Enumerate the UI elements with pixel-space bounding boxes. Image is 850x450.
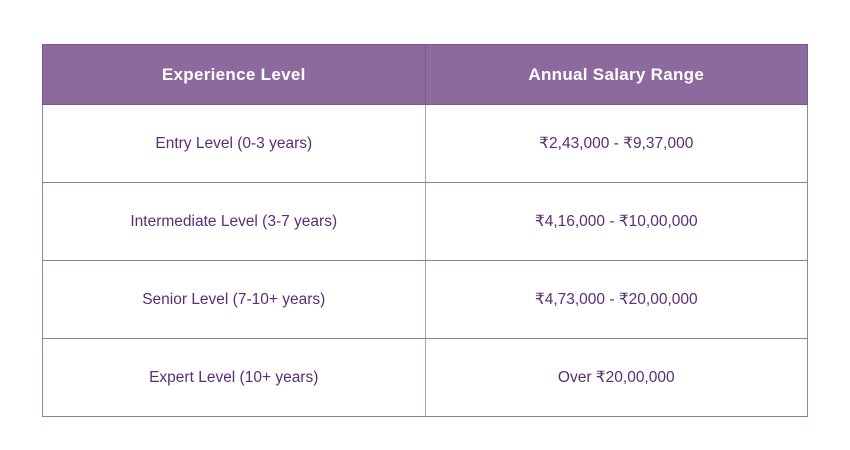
salary-range-cell: ₹2,43,000 - ₹9,37,000 xyxy=(424,104,808,183)
table-row: Expert Level (10+ years) Over ₹20,00,000 xyxy=(42,338,808,417)
table-row: Senior Level (7-10+ years) ₹4,73,000 - ₹2… xyxy=(42,260,808,339)
table-header: Experience Level Annual Salary Range xyxy=(42,44,808,105)
salary-range-cell: ₹4,73,000 - ₹20,00,000 xyxy=(424,260,808,339)
experience-level-cell: Senior Level (7-10+ years) xyxy=(42,260,426,339)
table-row: Entry Level (0-3 years) ₹2,43,000 - ₹9,37… xyxy=(42,104,808,183)
salary-range-cell: Over ₹20,00,000 xyxy=(424,338,808,417)
experience-level-cell: Intermediate Level (3-7 years) xyxy=(42,182,426,261)
table-row: Intermediate Level (3-7 years) ₹4,16,000 … xyxy=(42,182,808,261)
salary-table: Experience Level Annual Salary Range Ent… xyxy=(42,44,808,417)
header-row: Experience Level Annual Salary Range xyxy=(42,44,808,105)
experience-level-cell: Entry Level (0-3 years) xyxy=(42,104,426,183)
experience-level-cell: Expert Level (10+ years) xyxy=(42,338,426,417)
annual-salary-range-header: Annual Salary Range xyxy=(424,44,808,105)
salary-range-cell: ₹4,16,000 - ₹10,00,000 xyxy=(424,182,808,261)
experience-level-header: Experience Level xyxy=(42,44,426,105)
table-body: Entry Level (0-3 years) ₹2,43,000 - ₹9,37… xyxy=(42,104,808,417)
salary-table-container: Experience Level Annual Salary Range Ent… xyxy=(42,44,808,417)
